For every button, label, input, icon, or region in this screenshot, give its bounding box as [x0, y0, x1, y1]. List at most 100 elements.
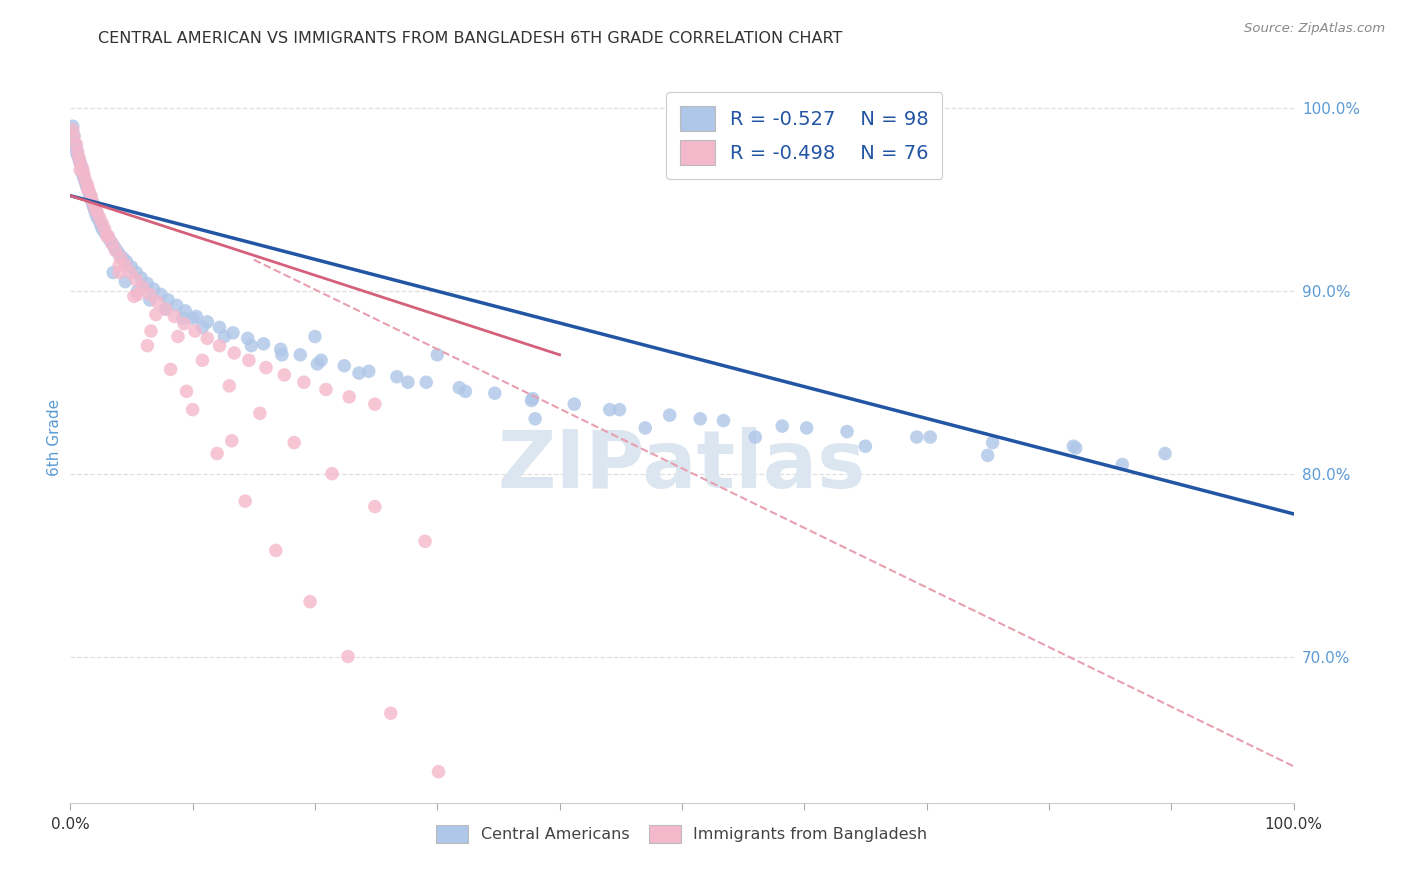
Point — [364, 397, 387, 411]
Point — [75, 178, 97, 192]
Point — [67, 150, 90, 164]
Point — [1111, 458, 1133, 472]
Point — [385, 369, 408, 384]
Point — [713, 414, 735, 428]
Point — [66, 145, 89, 159]
Point — [108, 247, 131, 261]
Point — [83, 203, 105, 218]
Point — [195, 315, 218, 329]
Point — [233, 494, 256, 508]
Point — [63, 130, 86, 145]
Point — [84, 203, 107, 218]
Point — [195, 331, 218, 345]
Point — [108, 258, 131, 272]
Point — [271, 348, 294, 362]
Point — [145, 308, 167, 322]
Point — [240, 339, 263, 353]
Point — [796, 421, 818, 435]
Point — [98, 233, 121, 247]
Point — [114, 275, 136, 289]
Point — [63, 128, 86, 143]
Point — [205, 446, 228, 460]
Y-axis label: 6th Grade: 6th Grade — [46, 399, 62, 475]
Point — [270, 343, 292, 357]
Point — [238, 353, 260, 368]
Point — [83, 200, 105, 214]
Point — [77, 185, 100, 199]
Point — [413, 534, 436, 549]
Point — [67, 152, 90, 166]
Point — [337, 390, 360, 404]
Point — [304, 329, 326, 343]
Point — [142, 282, 165, 296]
Point — [101, 265, 124, 279]
Point — [224, 346, 246, 360]
Point — [97, 228, 120, 243]
Point — [125, 265, 148, 279]
Point — [181, 311, 204, 326]
Point — [191, 353, 214, 368]
Point — [689, 412, 711, 426]
Point — [347, 366, 370, 380]
Point — [69, 163, 91, 178]
Point — [62, 120, 84, 134]
Point — [184, 324, 207, 338]
Point — [166, 298, 188, 312]
Point — [73, 167, 96, 181]
Point — [449, 381, 471, 395]
Point — [524, 412, 547, 426]
Point — [139, 287, 162, 301]
Point — [86, 211, 108, 225]
Point — [520, 393, 543, 408]
Point — [122, 289, 145, 303]
Point — [155, 301, 177, 317]
Point — [77, 183, 100, 197]
Point — [1064, 441, 1087, 455]
Point — [114, 258, 136, 272]
Point — [96, 228, 118, 243]
Point — [484, 386, 506, 401]
Point — [91, 221, 114, 235]
Point — [522, 392, 544, 406]
Point — [108, 265, 131, 279]
Point — [63, 137, 86, 152]
Point — [191, 320, 214, 334]
Point — [321, 467, 343, 481]
Point — [105, 244, 128, 258]
Point — [69, 155, 91, 169]
Point — [149, 287, 172, 301]
Point — [920, 430, 942, 444]
Point — [83, 200, 105, 214]
Point — [222, 326, 245, 340]
Point — [129, 271, 152, 285]
Point — [120, 265, 142, 279]
Point — [186, 310, 208, 324]
Point — [364, 500, 387, 514]
Point — [855, 439, 877, 453]
Point — [93, 225, 115, 239]
Point — [658, 408, 681, 422]
Point — [79, 188, 101, 202]
Point — [91, 216, 114, 230]
Point — [136, 339, 159, 353]
Point — [127, 284, 149, 298]
Text: ZIPatlas: ZIPatlas — [498, 427, 866, 506]
Point — [905, 430, 928, 444]
Point — [139, 293, 162, 307]
Point — [159, 362, 181, 376]
Point — [139, 324, 162, 338]
Point — [73, 172, 96, 186]
Point — [65, 137, 87, 152]
Point — [110, 251, 132, 265]
Point — [208, 320, 231, 334]
Point — [479, 825, 502, 839]
Point — [136, 277, 159, 291]
Point — [76, 178, 98, 192]
Point — [290, 348, 312, 362]
Point — [86, 205, 108, 219]
Point — [82, 194, 104, 209]
Text: Source: ZipAtlas.com: Source: ZipAtlas.com — [1244, 22, 1385, 36]
Point — [315, 383, 337, 397]
Point — [69, 155, 91, 169]
Point — [173, 317, 195, 331]
